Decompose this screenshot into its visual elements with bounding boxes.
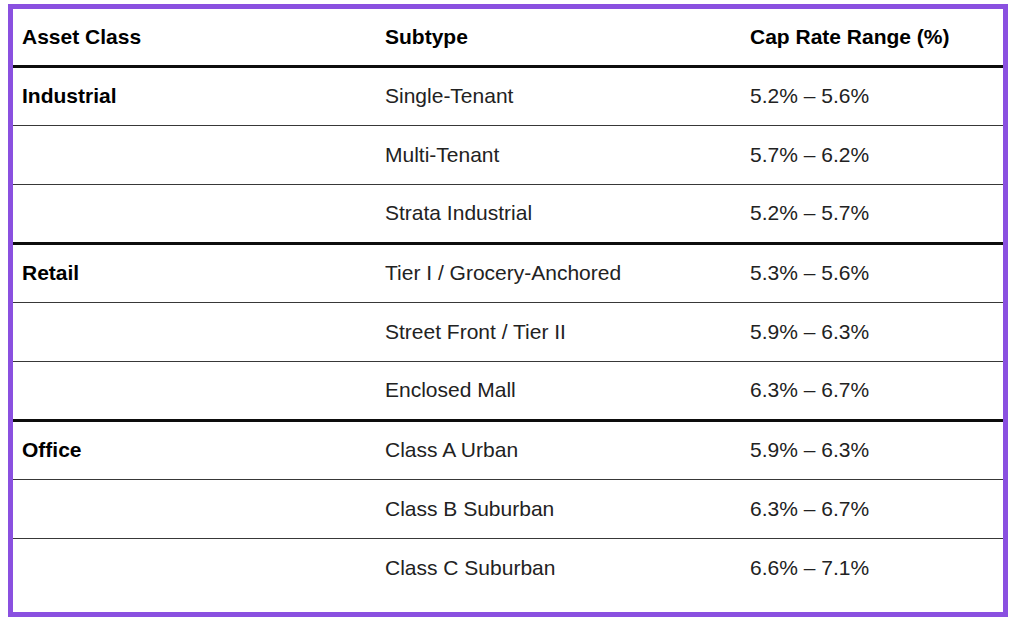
subtype-cell: Enclosed Mall xyxy=(376,361,741,420)
cap-rate-cell: 5.2% – 5.6% xyxy=(741,66,1003,125)
table-frame: Asset Class Subtype Cap Rate Range (%) I… xyxy=(8,4,1008,617)
table-row: Multi-Tenant 5.7% – 6.2% xyxy=(13,125,1003,184)
cap-rate-cell: 5.9% – 6.3% xyxy=(741,302,1003,361)
subtype-cell: Tier I / Grocery-Anchored xyxy=(376,243,741,302)
cap-rate-table: Asset Class Subtype Cap Rate Range (%) I… xyxy=(13,9,1003,597)
subtype-cell: Strata Industrial xyxy=(376,184,741,243)
column-header-asset-class: Asset Class xyxy=(13,9,376,66)
cap-rate-cell: 6.3% – 6.7% xyxy=(741,479,1003,538)
subtype-cell: Class B Suburban xyxy=(376,479,741,538)
table-row: Class C Suburban 6.6% – 7.1% xyxy=(13,538,1003,597)
cap-rate-cell: 5.2% – 5.7% xyxy=(741,184,1003,243)
column-header-cap-rate-range: Cap Rate Range (%) xyxy=(741,9,1003,66)
subtype-cell: Class C Suburban xyxy=(376,538,741,597)
column-header-subtype: Subtype xyxy=(376,9,741,66)
asset-class-cell xyxy=(13,538,376,597)
subtype-cell: Class A Urban xyxy=(376,420,741,479)
table-row: Industrial Single-Tenant 5.2% – 5.6% xyxy=(13,66,1003,125)
table-row: Office Class A Urban 5.9% – 6.3% xyxy=(13,420,1003,479)
cap-rate-cell: 5.9% – 6.3% xyxy=(741,420,1003,479)
subtype-cell: Single-Tenant xyxy=(376,66,741,125)
table-row: Retail Tier I / Grocery-Anchored 5.3% – … xyxy=(13,243,1003,302)
asset-class-cell: Industrial xyxy=(13,66,376,125)
table-row: Class B Suburban 6.3% – 6.7% xyxy=(13,479,1003,538)
asset-class-cell xyxy=(13,184,376,243)
asset-class-cell xyxy=(13,302,376,361)
cap-rate-cell: 6.6% – 7.1% xyxy=(741,538,1003,597)
asset-class-cell: Office xyxy=(13,420,376,479)
asset-class-cell: Retail xyxy=(13,243,376,302)
table-row: Street Front / Tier II 5.9% – 6.3% xyxy=(13,302,1003,361)
subtype-cell: Street Front / Tier II xyxy=(376,302,741,361)
asset-class-cell xyxy=(13,361,376,420)
asset-class-cell xyxy=(13,479,376,538)
table-row: Enclosed Mall 6.3% – 6.7% xyxy=(13,361,1003,420)
asset-class-cell xyxy=(13,125,376,184)
cap-rate-cell: 6.3% – 6.7% xyxy=(741,361,1003,420)
header-row: Asset Class Subtype Cap Rate Range (%) xyxy=(13,9,1003,66)
table-row: Strata Industrial 5.2% – 5.7% xyxy=(13,184,1003,243)
cap-rate-cell: 5.3% – 5.6% xyxy=(741,243,1003,302)
subtype-cell: Multi-Tenant xyxy=(376,125,741,184)
cap-rate-cell: 5.7% – 6.2% xyxy=(741,125,1003,184)
